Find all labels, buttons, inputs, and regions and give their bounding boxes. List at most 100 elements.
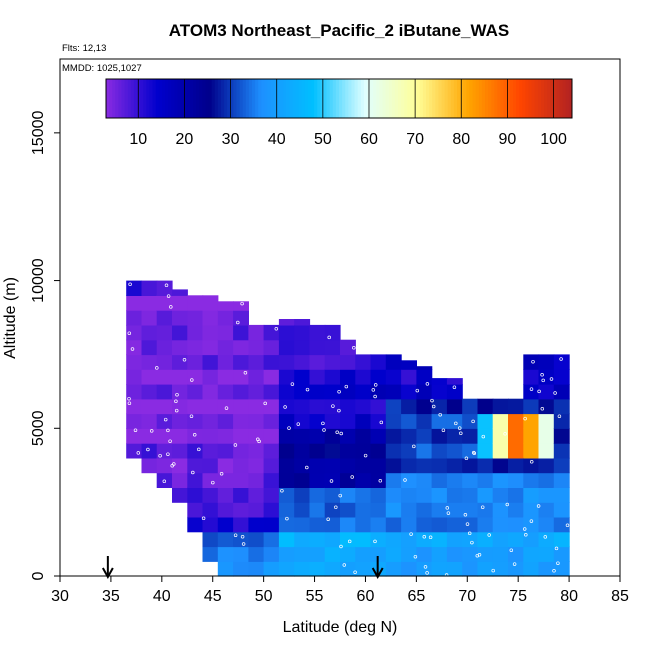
colorbar-segment (547, 79, 551, 118)
sample-point (350, 475, 354, 479)
field-cell (508, 457, 524, 474)
field-cell (401, 360, 417, 370)
field-cell (278, 516, 295, 533)
sample-point (412, 444, 416, 449)
field-cell (172, 369, 188, 385)
field-cell (324, 487, 341, 503)
sample-point (552, 569, 556, 573)
field-cell (294, 443, 311, 459)
field-cell (172, 384, 188, 400)
field-cell (217, 301, 234, 311)
field-cell (416, 487, 433, 503)
field-cell (492, 561, 509, 577)
field-cell (355, 443, 372, 459)
field-cell (172, 457, 188, 474)
field-cell (340, 516, 356, 533)
colorbar-segment (158, 79, 163, 118)
y-tick-label: 15000 (30, 111, 47, 156)
field-cell (401, 472, 417, 488)
field-cell (187, 398, 204, 415)
field-cell (217, 428, 234, 444)
field-cell (401, 443, 417, 459)
sample-point (155, 366, 159, 370)
colorbar-segment (233, 79, 237, 118)
sample-point (334, 505, 338, 510)
field-cell (187, 457, 204, 474)
sample-point (241, 542, 246, 546)
colorbar-segment (540, 79, 545, 118)
field-cell (217, 339, 234, 356)
field-cell (187, 324, 204, 341)
field-cell (431, 384, 448, 400)
field-cell (126, 295, 143, 311)
sample-point (263, 401, 267, 406)
colorbar-segment (292, 79, 297, 118)
field-cell (492, 472, 509, 488)
sample-point (509, 548, 514, 552)
field-cell (370, 428, 387, 444)
field-cell (202, 487, 219, 503)
field-cell (446, 531, 463, 548)
field-cell (278, 561, 295, 577)
field-cell (340, 443, 356, 459)
field-cell (187, 354, 204, 370)
field-cell (126, 354, 143, 370)
field-cell (553, 546, 570, 562)
field-cell (278, 319, 295, 326)
x-tick-label: 45 (204, 588, 222, 605)
sample-point (344, 384, 349, 389)
field-cell (370, 369, 387, 385)
field-cell (187, 413, 204, 429)
field-cell (294, 398, 311, 415)
y-axis-label: Altitude (m) (2, 277, 19, 359)
sample-point (457, 426, 462, 430)
colorbar-segment (270, 79, 275, 118)
field-cell (508, 472, 524, 488)
colorbar-segment (339, 79, 343, 118)
field-cell (263, 324, 280, 341)
field-cell (156, 398, 173, 415)
sample-point (219, 472, 224, 476)
field-cell (508, 502, 524, 518)
field-cell (340, 428, 356, 444)
field-cell (553, 398, 570, 415)
field-cell (217, 472, 234, 488)
sample-point (329, 479, 334, 483)
sample-point (347, 539, 352, 544)
field-cell (401, 487, 417, 503)
sample-point (379, 420, 384, 425)
field-cell (462, 546, 479, 562)
field-cell (126, 280, 143, 296)
field-cell (309, 531, 326, 548)
colorbar-segment (388, 79, 393, 118)
sample-point (540, 373, 544, 377)
field-cell (217, 443, 234, 459)
colorbar-segment (404, 79, 408, 118)
field-cell (233, 443, 249, 459)
sample-point (127, 396, 131, 401)
field-cell (263, 516, 280, 533)
field-cell (355, 561, 372, 577)
field-cell (355, 384, 372, 400)
colorbar-segment (335, 79, 340, 118)
field-cell (278, 502, 295, 518)
field-cell (538, 369, 555, 385)
colorbar-segment (217, 79, 222, 118)
colorbar-segment (332, 79, 337, 118)
field-cell (187, 472, 204, 488)
colorbar-segment (289, 79, 293, 118)
sample-point (465, 522, 470, 526)
colorbar-segment (345, 79, 349, 118)
colorbar-segment (444, 79, 449, 118)
field-cell (294, 487, 311, 503)
field-cell (248, 384, 265, 400)
field-cell (462, 487, 479, 503)
field-cell (431, 413, 448, 429)
sample-point (287, 426, 291, 430)
sample-point (168, 439, 172, 443)
field-cell (263, 398, 280, 415)
sample-point (166, 294, 171, 298)
field-cell (416, 516, 433, 533)
field-cell (202, 413, 219, 429)
field-cell (309, 384, 326, 400)
